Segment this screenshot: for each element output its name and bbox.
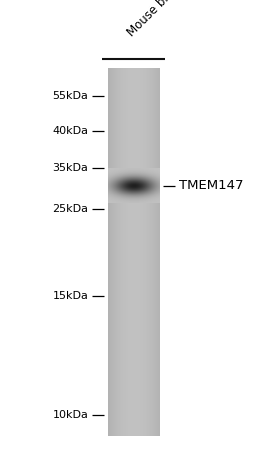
Text: 10kDa: 10kDa <box>52 410 88 420</box>
Text: Mouse brain: Mouse brain <box>125 0 186 39</box>
Text: TMEM147: TMEM147 <box>179 179 244 192</box>
Text: 55kDa: 55kDa <box>52 91 88 101</box>
Text: 40kDa: 40kDa <box>52 126 88 136</box>
Text: 15kDa: 15kDa <box>52 291 88 301</box>
Text: 25kDa: 25kDa <box>52 204 88 214</box>
Text: 35kDa: 35kDa <box>52 162 88 173</box>
